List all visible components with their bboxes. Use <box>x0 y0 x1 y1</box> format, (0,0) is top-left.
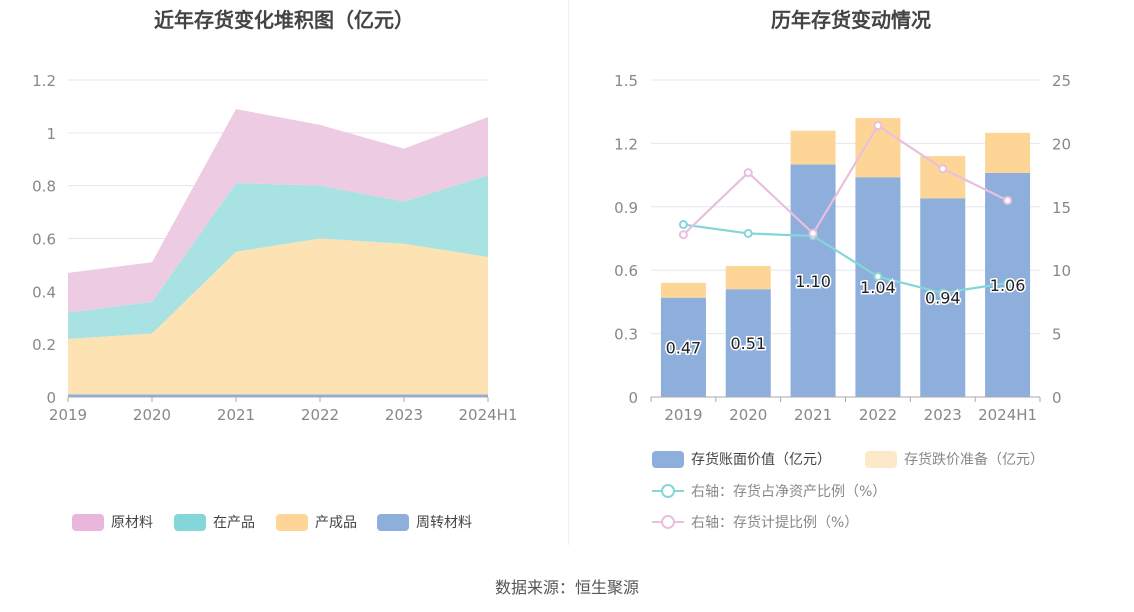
legend-swatch <box>72 513 104 531</box>
legend-label: 产成品 <box>315 515 357 531</box>
bar-存货账面价值（亿元） <box>855 177 901 397</box>
area-series-周转材料 <box>68 394 488 397</box>
area-x-tick-label: 2023 <box>385 406 423 424</box>
area-series-在产品 <box>68 175 488 339</box>
line-point <box>678 230 688 240</box>
bar-y2-tick-label: 5 <box>1052 326 1062 344</box>
bar-y2-tick-label: 15 <box>1052 199 1071 217</box>
bar-data-label: 0.51 <box>730 334 766 353</box>
panel-divider <box>568 0 569 545</box>
bar-line-chart-panel: 历年存货变动情况 0 0.3 0.6 0.9 1.2 1.5 0 5 10 15 20 25 2019 2… <box>568 0 1134 545</box>
bar-y-tick-label: 0.6 <box>614 262 638 280</box>
line-point <box>808 228 818 238</box>
legend-swatch <box>174 513 206 531</box>
area-legend-item[interactable]: 周转材料 <box>377 512 472 532</box>
bar-data-label: 0.94 <box>925 289 961 308</box>
area-x-tick-label: 2020 <box>133 406 171 424</box>
bar-存货账面价值（亿元） <box>920 198 966 397</box>
area-y-tick-label: 0.6 <box>32 231 56 249</box>
line-point <box>743 168 753 178</box>
line-point <box>678 220 688 230</box>
area-y-tick-label: 0.8 <box>32 178 56 196</box>
area-chart-legend: 原材料 在产品 产成品 周转材料 <box>0 510 568 534</box>
bar-data-label: 1.06 <box>990 276 1026 295</box>
bar-x-tick-label: 2024H1 <box>978 406 1037 424</box>
area-x-tick-label: 2019 <box>49 406 87 424</box>
bar-y2-tick-label: 25 <box>1052 72 1071 90</box>
bar-存货账面价值（亿元） <box>725 289 771 397</box>
bar-y-tick-label: 0.9 <box>614 199 638 217</box>
legend-swatch <box>652 482 684 500</box>
area-legend-item[interactable]: 原材料 <box>72 512 153 532</box>
bar-y2-tick-label: 20 <box>1052 135 1071 153</box>
legend-label: 存货账面价值（亿元） <box>691 452 831 468</box>
area-y-tick-label: 1.2 <box>32 72 56 90</box>
area-x-tick-label: 2022 <box>301 406 339 424</box>
bar-x-tick-label: 2021 <box>794 406 832 424</box>
area-x-tick-label: 2021 <box>217 406 255 424</box>
bar-存货账面价值（亿元） <box>660 297 706 397</box>
data-source-note: 数据来源：恒生聚源 <box>494 578 639 597</box>
line-右轴：存货计提比例（%） <box>682 124 1009 236</box>
bar-legend-item[interactable]: 存货账面价值（亿元） <box>652 449 831 469</box>
legend-swatch <box>652 513 684 531</box>
bar-y-tick-label: 0 <box>628 389 638 407</box>
area-y-tick-label: 0.4 <box>32 283 56 301</box>
area-y-tick-label: 0.2 <box>32 336 56 354</box>
area-chart-svg: 0 0.2 0.4 0.6 0.8 1 1.2 2019 2020 2021 2022 2023 202… <box>32 72 518 424</box>
bar-legend-item[interactable]: 存货跌价准备（亿元） <box>865 449 1044 469</box>
bar-legend-item[interactable]: 右轴：存货计提比例（%） <box>652 512 858 532</box>
bar-存货跌价准备（亿元） <box>790 130 836 165</box>
bar-存货账面价值（亿元） <box>790 164 836 397</box>
bar-data-label: 0.47 <box>666 338 702 357</box>
bar-存货跌价准备（亿元） <box>660 282 706 298</box>
line-右轴：存货占净资产比例（%） <box>683 223 1008 295</box>
legend-label: 存货跌价准备（亿元） <box>904 452 1044 468</box>
legend-label: 在产品 <box>213 515 255 531</box>
bar-存货跌价准备（亿元） <box>725 265 771 290</box>
legend-swatch <box>276 513 308 531</box>
area-chart-title: 近年存货变化堆积图（亿元） <box>154 8 414 32</box>
bar-chart-svg: 0 0.3 0.6 0.9 1.2 1.5 0 5 10 15 20 25 2019 2020 2021 20… <box>614 72 1071 424</box>
area-series-产成品 <box>68 238 488 395</box>
area-series-原材料 <box>68 109 488 313</box>
legend-swatch <box>377 513 409 531</box>
area-legend-item[interactable]: 产成品 <box>276 512 357 532</box>
bar-chart-legend: 存货账面价值（亿元） 存货跌价准备（亿元） 右轴：存货占净资产比例（%） 右轴：存货计… <box>568 446 1134 536</box>
bar-y-tick-label: 1.5 <box>614 72 638 90</box>
line-point <box>1003 278 1013 288</box>
line-point <box>743 228 753 238</box>
legend-label: 右轴：存货占净资产比例（%） <box>691 484 887 500</box>
bar-x-tick-label: 2023 <box>924 406 962 424</box>
bar-y-tick-label: 1.2 <box>614 135 638 153</box>
bar-data-label: 1.04 <box>860 278 896 297</box>
area-x-tick-label: 2024H1 <box>459 406 518 424</box>
legend-label: 原材料 <box>111 515 153 531</box>
legend-label: 周转材料 <box>416 515 472 531</box>
legend-swatch <box>652 450 684 468</box>
line-point <box>873 272 883 282</box>
line-point <box>938 164 948 174</box>
stacked-area-chart-panel: 近年存货变化堆积图（亿元） 0 0.2 0.4 0.6 0.8 1 1.2 2019 2020 2… <box>0 0 568 545</box>
bar-y2-tick-label: 10 <box>1052 262 1071 280</box>
area-legend-item[interactable]: 在产品 <box>174 512 255 532</box>
line-point <box>938 288 948 298</box>
legend-label: 右轴：存货计提比例（%） <box>691 515 859 531</box>
bar-x-tick-label: 2019 <box>664 406 702 424</box>
bar-x-tick-label: 2020 <box>729 406 767 424</box>
area-y-tick-label: 0 <box>46 389 56 407</box>
area-y-tick-label: 1 <box>46 125 56 143</box>
bar-y-tick-label: 0.3 <box>614 326 638 344</box>
bar-存货跌价准备（亿元） <box>985 132 1031 173</box>
line-point <box>1003 195 1013 205</box>
bar-data-label: 1.10 <box>795 272 831 291</box>
bar-legend-item[interactable]: 右轴：存货占净资产比例（%） <box>652 481 886 501</box>
bar-x-tick-label: 2022 <box>859 406 897 424</box>
line-point <box>873 121 883 131</box>
legend-swatch <box>865 450 897 468</box>
bar-y2-tick-label: 0 <box>1052 389 1062 407</box>
bar-chart-title: 历年存货变动情况 <box>771 8 931 32</box>
